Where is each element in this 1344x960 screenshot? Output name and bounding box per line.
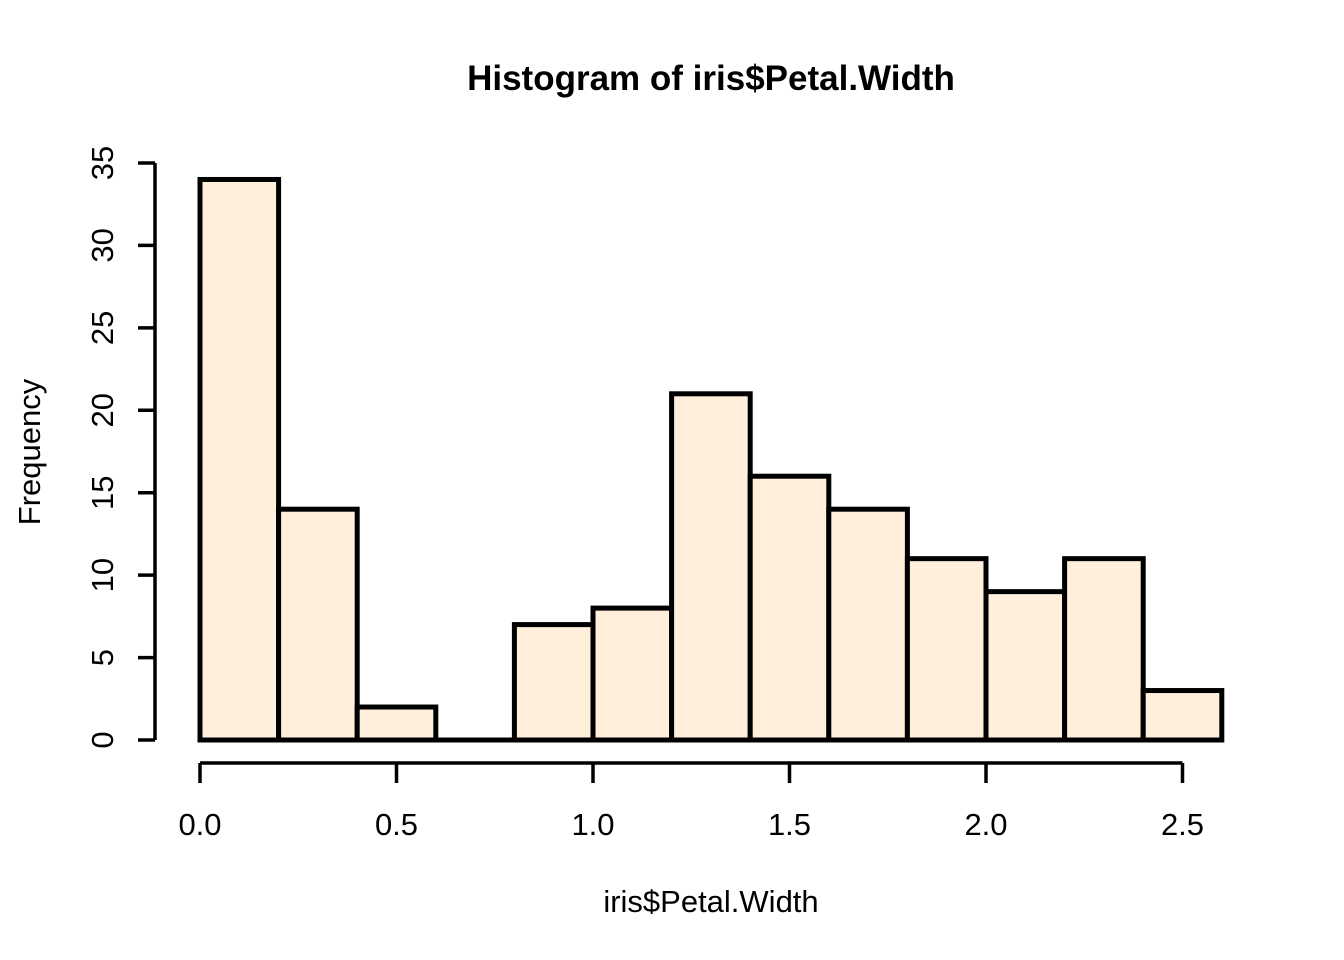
y-tick-label: 5 xyxy=(85,649,120,666)
y-tick-label: 10 xyxy=(85,558,120,592)
x-tick-label: 2.5 xyxy=(1161,807,1204,842)
histogram-bar xyxy=(1062,556,1146,743)
y-tick-label: 15 xyxy=(85,475,120,509)
histogram-bar xyxy=(669,391,753,743)
histogram-bar xyxy=(354,704,439,743)
y-axis: 0 5 10 15 20 25 30 35 xyxy=(85,146,157,749)
y-tick-label: 0 xyxy=(85,731,120,748)
x-axis: 0.0 0.5 1.0 1.5 2.0 2.5 xyxy=(178,761,1204,842)
y-tick-label: 20 xyxy=(85,393,120,427)
y-axis-title: Frequency xyxy=(12,378,47,525)
x-tick-label: 1.0 xyxy=(571,807,614,842)
histogram-bar xyxy=(511,622,596,743)
histogram-bar xyxy=(590,605,675,743)
x-tick-label: 2.0 xyxy=(964,807,1007,842)
x-tick-label: 1.5 xyxy=(768,807,811,842)
x-axis-title: iris$Petal.Width xyxy=(603,884,818,919)
x-tick-label: 0.5 xyxy=(375,807,418,842)
y-tick-label: 25 xyxy=(85,311,120,345)
histogram-bars xyxy=(197,176,1225,743)
histogram-bar xyxy=(826,506,910,743)
histogram-bar xyxy=(983,589,1068,743)
histogram-bar xyxy=(276,506,360,743)
y-tick-label: 30 xyxy=(85,228,120,262)
histogram-bar xyxy=(904,556,989,743)
chart-title: Histogram of iris$Petal.Width xyxy=(467,59,955,98)
x-tick-label: 0.0 xyxy=(178,807,221,842)
histogram-bar xyxy=(747,473,832,743)
histogram-bar xyxy=(197,176,282,743)
histogram-bar xyxy=(1140,688,1225,743)
y-tick-label: 35 xyxy=(85,146,120,180)
